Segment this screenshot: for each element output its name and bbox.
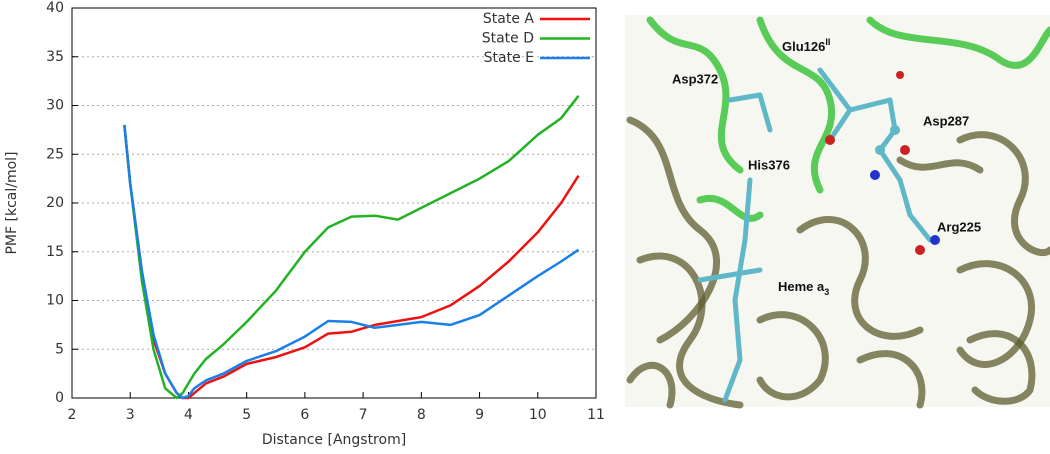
- x-tick-label: 7: [359, 407, 368, 423]
- structure-label: Glu126II: [782, 37, 830, 54]
- structure-label: His376: [748, 157, 790, 172]
- structure-panel: Glu126II Asp372 Asp287 His376 Arg225 Hem…: [625, 15, 1050, 409]
- legend-label: State A: [483, 11, 535, 27]
- x-tick-label: 10: [529, 407, 547, 423]
- structure-label: Heme a3: [778, 279, 829, 297]
- x-tick-label: 8: [417, 407, 426, 423]
- x-tick-label: 6: [300, 407, 309, 423]
- structure-label: Arg225: [937, 219, 981, 234]
- structure-label: Asp287: [923, 113, 969, 128]
- legend-label: State E: [484, 50, 534, 66]
- y-tick-label: 35: [46, 49, 64, 65]
- y-tick-label: 10: [46, 293, 64, 309]
- y-tick-label: 40: [46, 0, 64, 16]
- structure-label: Asp372: [672, 71, 718, 86]
- x-tick-label: 2: [68, 407, 77, 423]
- x-tick-label: 3: [126, 407, 135, 423]
- y-tick-label: 20: [46, 195, 64, 211]
- y-tick-label: 25: [46, 146, 64, 162]
- ribbons: [626, 16, 1050, 409]
- y-axis-title: PMF [kcal/mol]: [4, 151, 20, 254]
- x-tick-label: 5: [242, 407, 251, 423]
- legend-label: State D: [482, 31, 534, 47]
- y-tick-label: 5: [55, 341, 64, 357]
- x-tick-label: 9: [475, 407, 484, 423]
- x-tick-label: 11: [587, 407, 605, 423]
- y-tick-label: 15: [46, 244, 64, 260]
- series-line: [123, 124, 580, 400]
- plot-frame: [71, 7, 597, 399]
- molecule-sticks: [697, 67, 940, 403]
- x-tick-label: 4: [184, 407, 193, 423]
- x-axis-title: Distance [Angstrom]: [262, 432, 406, 448]
- y-tick-label: 0: [55, 390, 64, 406]
- y-tick-label: 30: [46, 98, 64, 114]
- structure-background: [625, 15, 1050, 407]
- series-line: [123, 124, 580, 400]
- series-line: [123, 95, 580, 400]
